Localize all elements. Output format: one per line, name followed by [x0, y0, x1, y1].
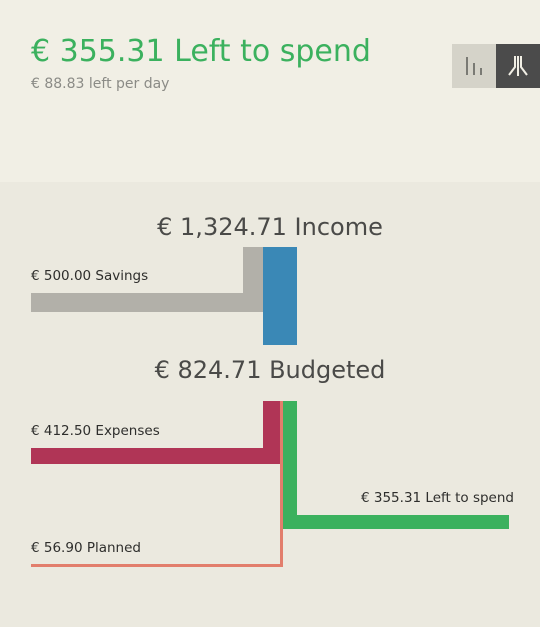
per-day-subtitle: € 88.83 left per day — [31, 76, 170, 92]
planned-flow-vertical — [280, 401, 283, 567]
savings-flow-vertical — [243, 247, 263, 312]
savings-label: € 500.00 Savings — [31, 268, 149, 284]
income-total-label: € 1,324.71 Income — [157, 213, 383, 241]
summary-header: € 355.31 Left to spend € 88.83 left per … — [0, 0, 540, 182]
budgeted-total-label: € 824.71 Budgeted — [154, 356, 386, 384]
bar-chart-view-button[interactable] — [452, 44, 496, 88]
expenses-label: € 412.50 Expenses — [31, 423, 160, 439]
bar-chart-icon — [466, 57, 482, 75]
flow-chart-icon — [508, 56, 528, 76]
income-bar — [263, 247, 297, 345]
planned-label: € 56.90 Planned — [31, 540, 141, 556]
left-to-spend-flow-vertical — [283, 401, 297, 529]
flow-chart-view-button[interactable] — [496, 44, 540, 88]
left-to-spend-flow-horizontal — [283, 515, 509, 529]
expenses-flow-horizontal — [31, 448, 280, 464]
budget-flow-chart: € 1,324.71 Income € 500.00 Savings € 824… — [0, 182, 540, 627]
savings-flow-horizontal — [31, 293, 263, 312]
planned-flow-horizontal — [31, 564, 283, 567]
left-to-spend-headline: € 355.31 Left to spend — [31, 34, 371, 69]
left-to-spend-label: € 355.31 Left to spend — [361, 490, 514, 506]
